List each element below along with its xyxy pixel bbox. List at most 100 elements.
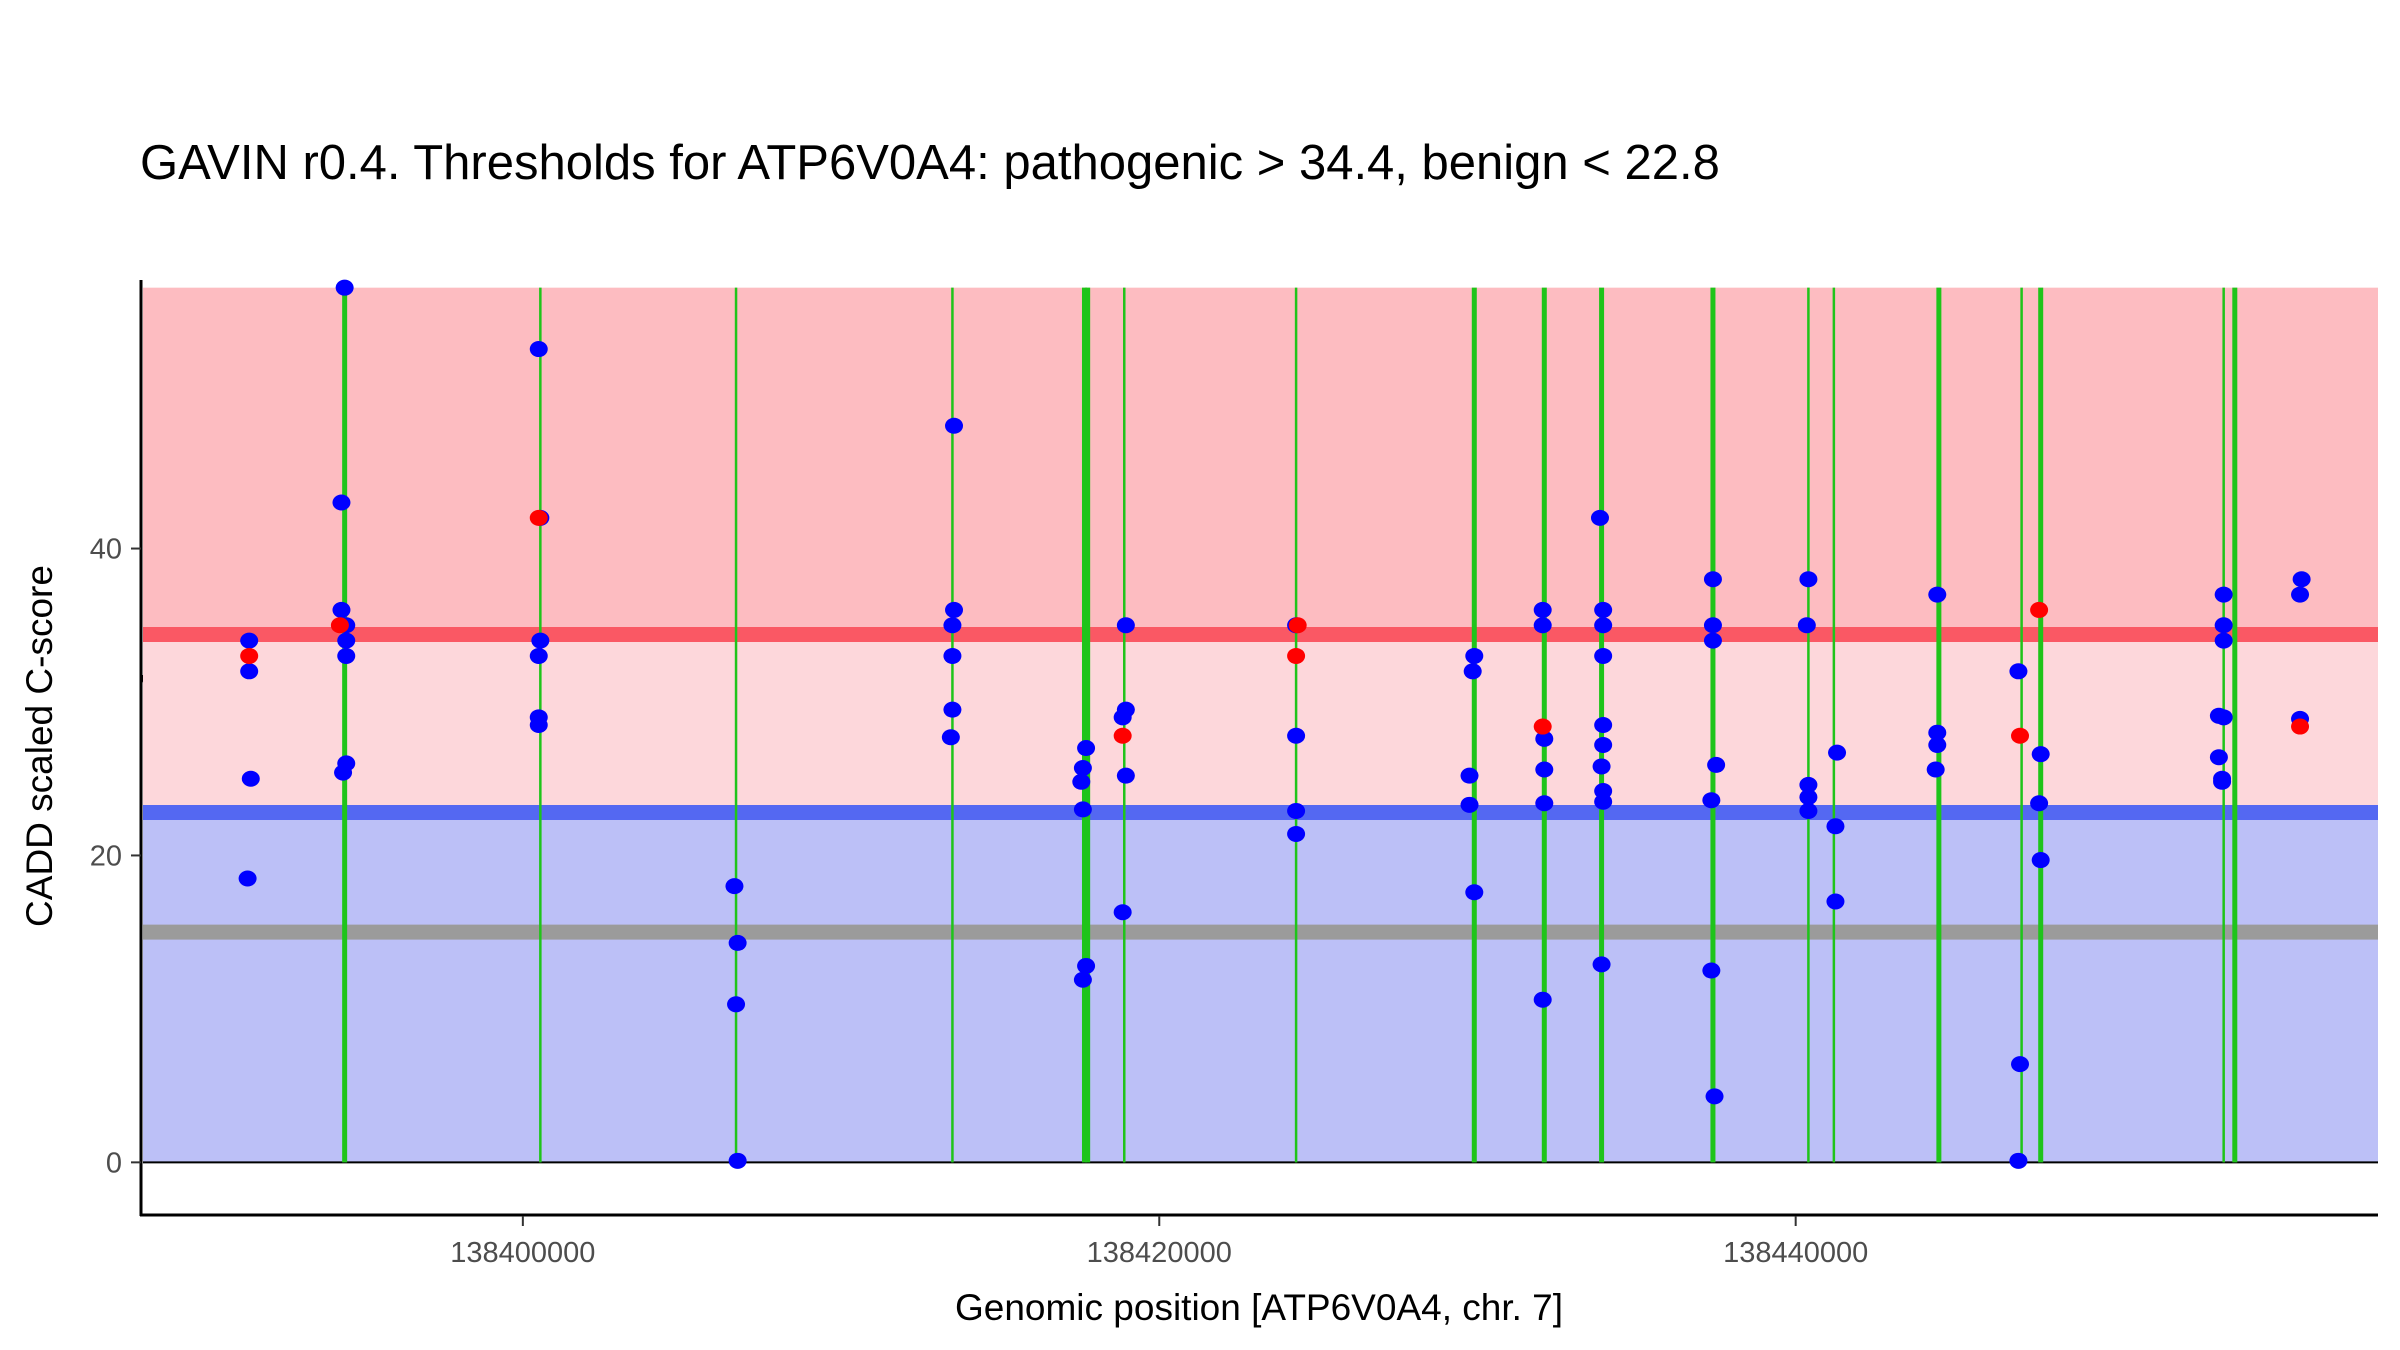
clinvar-point <box>2030 601 2049 618</box>
gnomad-point <box>945 601 964 618</box>
x-axis-title: Genomic position [ATP6V0A4, chr. 7] <box>955 1287 1563 1328</box>
x-tick-label: 138420000 <box>1087 1237 1232 1269</box>
pathogenic-zone <box>143 287 2378 635</box>
gnomad-point <box>332 494 351 511</box>
gnomad-point <box>1113 709 1132 726</box>
threshold-zones <box>143 287 2378 1164</box>
gnomad-point <box>1073 971 1092 988</box>
gnomad-point <box>1703 571 1722 588</box>
gnomad-point <box>1535 795 1554 812</box>
gnomad-point <box>337 647 356 664</box>
gnomad-point <box>2031 746 2050 763</box>
gnomad-point <box>1797 617 1816 634</box>
gnomad-point <box>1703 617 1722 634</box>
clinvar-point <box>1287 647 1306 664</box>
title-line-1: GAVIN r0.4. Thresholds for ATP6V0A4: pat… <box>140 136 1720 190</box>
gnomad-point <box>1594 717 1613 734</box>
clinvar-point <box>330 617 349 634</box>
gnomad-point <box>1928 724 1947 741</box>
gnomad-point <box>2214 586 2233 603</box>
gnomad-point <box>2009 1152 2028 1169</box>
gnomad-point <box>1465 647 1484 664</box>
x-tick-label: 138440000 <box>1723 1237 1868 1269</box>
y-tick-label: 40 <box>90 534 122 566</box>
gnomad-point <box>728 934 747 951</box>
gnomad-point <box>2209 749 2228 766</box>
clinvar-point <box>2291 718 2310 735</box>
gnomad-point <box>1594 736 1613 753</box>
clinvar-point <box>529 509 548 526</box>
gnomad-point <box>1594 617 1613 634</box>
clinvar-point <box>1288 617 1307 634</box>
gnomad-point <box>332 601 351 618</box>
gnomad-point <box>1535 730 1554 747</box>
x-tick-label: 138400000 <box>450 1237 595 1269</box>
gnomad-point <box>1707 756 1726 773</box>
gnomad-point <box>1594 647 1613 664</box>
gnomad-point <box>240 663 259 680</box>
gnomad-point <box>1077 740 1096 757</box>
gnomad-point <box>1826 893 1845 910</box>
clinvar-point <box>240 647 259 664</box>
gnomad-point <box>728 1152 747 1169</box>
gnomad-point <box>1073 759 1092 776</box>
clinvar-point <box>2011 727 2030 744</box>
gnomad-point <box>1702 962 1721 979</box>
clinvar-point <box>1533 718 1552 735</box>
gnomad-point <box>2011 1056 2030 1073</box>
gnomad-point <box>1116 617 1135 634</box>
gnomad-point <box>2031 852 2050 869</box>
gnomad-point <box>531 632 550 649</box>
y-ticks: 0 20 40 <box>90 534 141 1179</box>
gnomad-point <box>1077 957 1096 974</box>
variant-points <box>238 279 2311 1169</box>
gnomad-point <box>1594 601 1613 618</box>
gnomad-point <box>943 701 962 718</box>
gnomad-point <box>2009 663 2028 680</box>
gnomad-point <box>1799 802 1818 819</box>
gnomad-point <box>1116 767 1135 784</box>
gnomad-point <box>1287 802 1306 819</box>
gnomad-point <box>241 770 260 787</box>
gnomad-point <box>943 647 962 664</box>
gnomad-point <box>1828 744 1847 761</box>
gnomad-point <box>1926 761 1945 778</box>
gnomad-point <box>1533 617 1552 634</box>
gnomad-point <box>1928 736 1947 753</box>
gnomad-point <box>335 279 354 296</box>
gnomad-point <box>334 764 353 781</box>
gnomad-point <box>1465 884 1484 901</box>
gnomad-point <box>1533 991 1552 1008</box>
gnomad-point <box>1460 767 1479 784</box>
gnomad-point <box>337 632 356 649</box>
gnomad-point <box>945 417 964 434</box>
gnomad-point <box>1592 956 1611 973</box>
x-ticks: 138400000 138420000 138440000 <box>450 1216 1868 1269</box>
gnomad-point <box>1113 904 1132 921</box>
gnomad-point <box>1535 761 1554 778</box>
gnomad-point <box>943 617 962 634</box>
gnomad-point <box>1826 818 1845 835</box>
clinvar-point <box>1113 727 1132 744</box>
gnomad-point <box>1703 632 1722 649</box>
gnomad-point <box>1594 793 1613 810</box>
gnomad-point <box>240 632 259 649</box>
gnomad-point <box>1072 773 1091 790</box>
gnomad-point <box>2214 709 2233 726</box>
benign-zone <box>143 812 2378 1163</box>
gnomad-point <box>1287 825 1306 842</box>
gnomad-point <box>1592 758 1611 775</box>
gnomad-point <box>941 729 960 746</box>
gnomad-point <box>1460 796 1479 813</box>
gnomad-point <box>1533 601 1552 618</box>
gnomad-point <box>2030 795 2049 812</box>
intermediate-zone <box>143 634 2378 813</box>
gnomad-point <box>1287 727 1306 744</box>
gnomad-point <box>2214 617 2233 634</box>
gnomad-point <box>529 341 548 358</box>
gnomad-point <box>529 647 548 664</box>
gnomad-point <box>1799 571 1818 588</box>
gnomad-point <box>1590 509 1609 526</box>
y-tick-label: 20 <box>90 840 122 872</box>
